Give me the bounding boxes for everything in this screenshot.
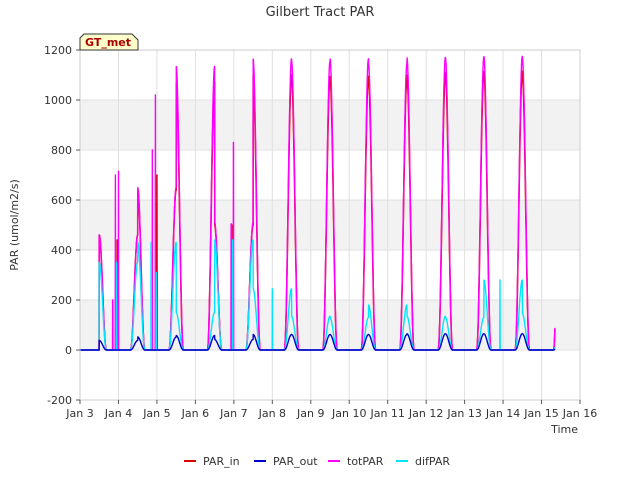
x-axis-label: Time	[550, 423, 578, 436]
chart-title: Gilbert Tract PAR	[266, 5, 375, 20]
site-label-badge: GT_met	[79, 33, 139, 51]
x-tick-label: Jan 6	[181, 407, 209, 420]
y-tick-label: -200	[47, 394, 72, 407]
legend-label: PAR_out	[273, 455, 318, 468]
x-tick-label: Jan 14	[485, 407, 520, 420]
y-tick-label: 1000	[44, 94, 72, 107]
legend-item-par-out: PAR_out	[254, 455, 318, 468]
legend-label: difPAR	[415, 455, 450, 468]
x-tick-label: Jan 8	[258, 407, 286, 420]
x-tick-label: Jan 13	[446, 407, 481, 420]
plot-band	[80, 150, 580, 200]
legend-label: totPAR	[347, 455, 384, 468]
y-tick-label: 200	[51, 294, 72, 307]
y-axis-label: PAR (umol/m2/s)	[8, 179, 21, 271]
x-tick-label: Jan 16	[562, 407, 597, 420]
legend-item-par-in: PAR_in	[184, 455, 240, 468]
series-layer	[79, 55, 556, 351]
x-tick-label: Jan 4	[104, 407, 132, 420]
plot-band	[80, 250, 580, 300]
legend-item-totpar: totPAR	[328, 455, 384, 468]
y-tick-label: 800	[51, 144, 72, 157]
y-axis-ticks: -200 0 200 400 600 800 1000 1200	[44, 44, 80, 407]
x-tick-label: Jan 11	[369, 407, 404, 420]
legend-item-difpar: difPAR	[396, 455, 450, 468]
x-tick-label: Jan 10	[331, 407, 366, 420]
legend-label: PAR_in	[203, 455, 240, 468]
y-tick-label: 1200	[44, 44, 72, 57]
x-tick-label: Jan 15	[523, 407, 558, 420]
x-axis-ticks: Jan 3 Jan 4 Jan 5 Jan 6 Jan 7 Jan 8 Jan 9 Jan 1…	[65, 400, 597, 420]
y-tick-label: 600	[51, 194, 72, 207]
site-label-background	[79, 33, 139, 51]
plot-band	[80, 300, 580, 350]
series-line-par-out	[79, 333, 556, 351]
legend: PAR_in PAR_out totPAR difPAR	[184, 455, 450, 468]
plot-band	[80, 350, 580, 400]
plot-band	[80, 50, 580, 100]
plot-band	[80, 200, 580, 250]
x-tick-label: Jan 9	[296, 407, 324, 420]
y-tick-label: 0	[65, 344, 72, 357]
x-tick-label: Jan 7	[219, 407, 247, 420]
x-tick-label: Jan 3	[65, 407, 93, 420]
x-tick-label: Jan 5	[142, 407, 170, 420]
site-label-text: GT_met	[85, 36, 131, 49]
plot-frame	[79, 49, 581, 401]
y-tick-label: 400	[51, 244, 72, 257]
x-tick-label: Jan 12	[408, 407, 443, 420]
plot-band	[80, 100, 580, 150]
plot-background	[80, 50, 580, 400]
